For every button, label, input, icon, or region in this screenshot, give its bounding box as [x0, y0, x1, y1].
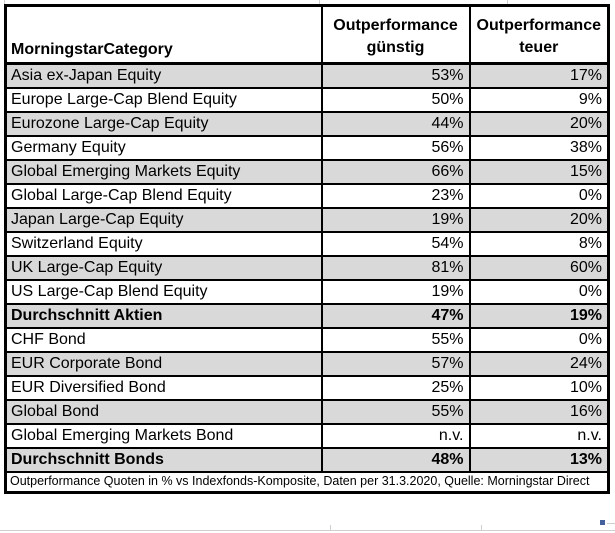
- teuer-cell[interactable]: 8%: [468, 231, 610, 257]
- header-cell-teuer[interactable]: Outperformance teuer: [468, 4, 610, 65]
- guenstig-cell[interactable]: 54%: [320, 231, 471, 257]
- sheet-gridline: [607, 523, 615, 524]
- guenstig-cell[interactable]: 23%: [320, 183, 471, 209]
- table-row: EUR Diversified Bond 25% 10%: [4, 375, 610, 401]
- teuer-cell[interactable]: 15%: [468, 159, 610, 185]
- table-row: EUR Corporate Bond 57% 24%: [4, 351, 610, 377]
- sheet-gridline: [330, 525, 331, 530]
- category-cell[interactable]: Global Emerging Markets Bond: [4, 423, 323, 449]
- category-cell[interactable]: Germany Equity: [4, 135, 323, 161]
- header-teuer-line2: teuer: [519, 39, 559, 56]
- category-cell[interactable]: Global Emerging Markets Equity: [4, 159, 323, 185]
- teuer-cell[interactable]: 0%: [468, 327, 610, 353]
- teuer-cell[interactable]: 24%: [468, 351, 610, 377]
- sheet-gridline: [507, 0, 508, 4]
- category-cell[interactable]: EUR Diversified Bond: [4, 375, 323, 401]
- teuer-cell[interactable]: 13%: [468, 447, 610, 473]
- teuer-cell[interactable]: n.v.: [468, 423, 610, 449]
- table-row: Switzerland Equity 54% 8%: [4, 231, 610, 257]
- selection-fill-handle[interactable]: [599, 519, 606, 526]
- table-caption: Outperformance Quoten in % vs Indexfonds…: [4, 471, 610, 494]
- table-row: Japan Large-Cap Equity 19% 20%: [4, 207, 610, 233]
- category-cell[interactable]: CHF Bond: [4, 327, 323, 353]
- table-row: CHF Bond 55% 0%: [4, 327, 610, 353]
- header-guenstig-line2: günstig: [366, 39, 425, 56]
- caption-row: Outperformance Quoten in % vs Indexfonds…: [4, 471, 610, 494]
- teuer-cell[interactable]: 0%: [468, 183, 610, 209]
- table-row-summary-aktien: Durchschnitt Aktien 47% 19%: [4, 303, 610, 329]
- category-cell[interactable]: Durchschnitt Bonds: [4, 447, 323, 473]
- sheet-gridline: [0, 530, 615, 531]
- category-cell[interactable]: Europe Large-Cap Blend Equity: [4, 87, 323, 113]
- teuer-cell[interactable]: 0%: [468, 279, 610, 305]
- table-row: Global Bond 55% 16%: [4, 399, 610, 425]
- teuer-cell[interactable]: 60%: [468, 255, 610, 281]
- table-row: Global Emerging Markets Bond n.v. n.v.: [4, 423, 610, 449]
- guenstig-cell[interactable]: 47%: [320, 303, 471, 329]
- guenstig-cell[interactable]: 19%: [320, 207, 471, 233]
- table-row: Asia ex-Japan Equity 53% 17%: [4, 62, 610, 89]
- guenstig-cell[interactable]: 55%: [320, 327, 471, 353]
- teuer-cell[interactable]: 38%: [468, 135, 610, 161]
- category-cell[interactable]: Global Large-Cap Blend Equity: [4, 183, 323, 209]
- sheet-gridline: [481, 525, 482, 530]
- guenstig-cell[interactable]: 25%: [320, 375, 471, 401]
- sheet-gridline: [319, 0, 320, 4]
- teuer-cell[interactable]: 20%: [468, 111, 610, 137]
- guenstig-cell[interactable]: 57%: [320, 351, 471, 377]
- guenstig-cell[interactable]: 44%: [320, 111, 471, 137]
- header-row: MorningstarCategory Outperformance günst…: [4, 4, 610, 65]
- category-cell[interactable]: Eurozone Large-Cap Equity: [4, 111, 323, 137]
- header-cell-guenstig[interactable]: Outperformance günstig: [320, 4, 471, 65]
- sheet-gridline: [4, 0, 5, 4]
- table-row: Europe Large-Cap Blend Equity 50% 9%: [4, 87, 610, 113]
- category-cell[interactable]: UK Large-Cap Equity: [4, 255, 323, 281]
- teuer-cell[interactable]: 10%: [468, 375, 610, 401]
- teuer-cell[interactable]: 9%: [468, 87, 610, 113]
- category-cell[interactable]: Durchschnitt Aktien: [4, 303, 323, 329]
- table-row: UK Large-Cap Equity 81% 60%: [4, 255, 610, 281]
- header-guenstig-line1: Outperformance: [333, 17, 458, 34]
- category-cell[interactable]: Global Bond: [4, 399, 323, 425]
- guenstig-cell[interactable]: 56%: [320, 135, 471, 161]
- table-row: Eurozone Large-Cap Equity 44% 20%: [4, 111, 610, 137]
- header-teuer-line1: Outperformance: [476, 17, 601, 34]
- guenstig-cell[interactable]: 55%: [320, 399, 471, 425]
- category-cell[interactable]: EUR Corporate Bond: [4, 351, 323, 377]
- guenstig-cell[interactable]: n.v.: [320, 423, 471, 449]
- category-cell[interactable]: Japan Large-Cap Equity: [4, 207, 323, 233]
- guenstig-cell[interactable]: 81%: [320, 255, 471, 281]
- guenstig-cell[interactable]: 66%: [320, 159, 471, 185]
- category-cell[interactable]: Switzerland Equity: [4, 231, 323, 257]
- table-row: Germany Equity 56% 38%: [4, 135, 610, 161]
- table-row-summary-bonds: Durchschnitt Bonds 48% 13%: [4, 447, 610, 473]
- outperformance-table: MorningstarCategory Outperformance günst…: [4, 4, 610, 494]
- teuer-cell[interactable]: 20%: [468, 207, 610, 233]
- table-row: Global Emerging Markets Equity 66% 15%: [4, 159, 610, 185]
- category-cell[interactable]: Asia ex-Japan Equity: [4, 62, 323, 89]
- guenstig-cell[interactable]: 53%: [320, 62, 471, 89]
- teuer-cell[interactable]: 19%: [468, 303, 610, 329]
- teuer-cell[interactable]: 16%: [468, 399, 610, 425]
- guenstig-cell[interactable]: 50%: [320, 87, 471, 113]
- category-cell[interactable]: US Large-Cap Blend Equity: [4, 279, 323, 305]
- header-cell-category[interactable]: MorningstarCategory: [4, 4, 323, 65]
- teuer-cell[interactable]: 17%: [468, 62, 610, 89]
- guenstig-cell[interactable]: 19%: [320, 279, 471, 305]
- table-row: US Large-Cap Blend Equity 19% 0%: [4, 279, 610, 305]
- table-row: Global Large-Cap Blend Equity 23% 0%: [4, 183, 610, 209]
- guenstig-cell[interactable]: 48%: [320, 447, 471, 473]
